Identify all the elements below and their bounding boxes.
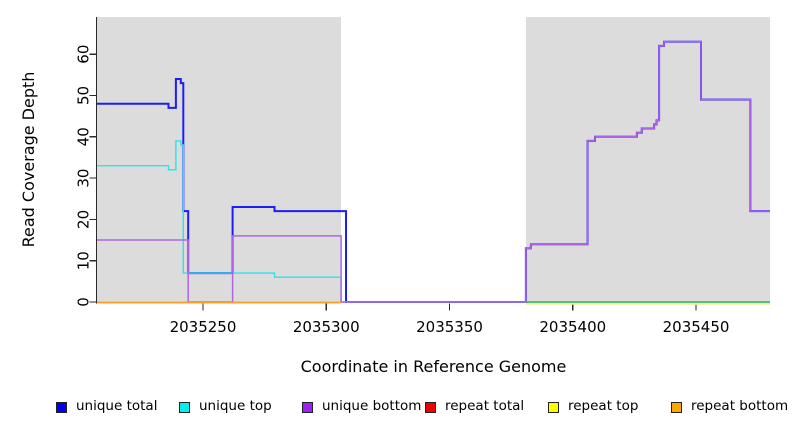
- y-tick-label: 0: [75, 297, 93, 307]
- legend-swatch-unique-top: [179, 401, 190, 413]
- legend-item-unique-total: unique total: [56, 400, 179, 414]
- y-tick-label: 30: [75, 169, 93, 188]
- legend-swatch-repeat-bottom: [671, 401, 682, 413]
- x-tick-label: 2035250: [170, 318, 237, 336]
- y-axis-title: Read Coverage Depth: [19, 72, 38, 248]
- y-tick-label: 10: [75, 251, 93, 270]
- chart-legend: unique total unique top unique bottom re…: [0, 392, 792, 422]
- legend-swatch-unique-total: [56, 401, 67, 413]
- legend-label: unique top: [199, 398, 272, 415]
- legend-item-repeat-total: repeat total: [425, 400, 548, 414]
- legend-swatch-unique-bottom: [302, 401, 313, 413]
- legend-label: unique bottom: [322, 398, 422, 415]
- legend-swatch-repeat-top: [548, 401, 559, 413]
- legend-label: unique total: [76, 398, 158, 415]
- x-tick-label: 2035400: [539, 318, 606, 336]
- y-tick-label: 40: [75, 127, 93, 146]
- legend-item-unique-bottom: unique bottom: [302, 400, 425, 414]
- shaded-region: [525, 17, 770, 304]
- x-tick-label: 2035300: [293, 318, 360, 336]
- legend-item-repeat-top: repeat top: [548, 400, 671, 414]
- legend-swatch-repeat-total: [425, 401, 436, 413]
- series-unique-top: [97, 140, 770, 303]
- legend-item-unique-top: unique top: [179, 400, 302, 414]
- y-tick-label: 50: [75, 86, 93, 105]
- x-tick-label: 2035450: [663, 318, 730, 336]
- legend-label: repeat bottom: [691, 398, 789, 415]
- x-axis-title: Coordinate in Reference Genome: [301, 357, 567, 376]
- legend-label: repeat top: [568, 398, 639, 415]
- shaded-region: [341, 17, 526, 304]
- legend-item-repeat-bottom: repeat bottom: [671, 400, 792, 414]
- series-unique-bottom: [97, 41, 770, 303]
- y-tick-label: 60: [75, 45, 93, 64]
- shaded-region: [97, 17, 342, 304]
- legend-label: repeat total: [445, 398, 525, 415]
- coverage-chart: 0 10 20 30 40 50 60 2035250 2035300 2035350 203540…: [19, 17, 770, 376]
- y-tick-label: 20: [75, 210, 93, 229]
- x-tick-label: 2035350: [416, 318, 483, 336]
